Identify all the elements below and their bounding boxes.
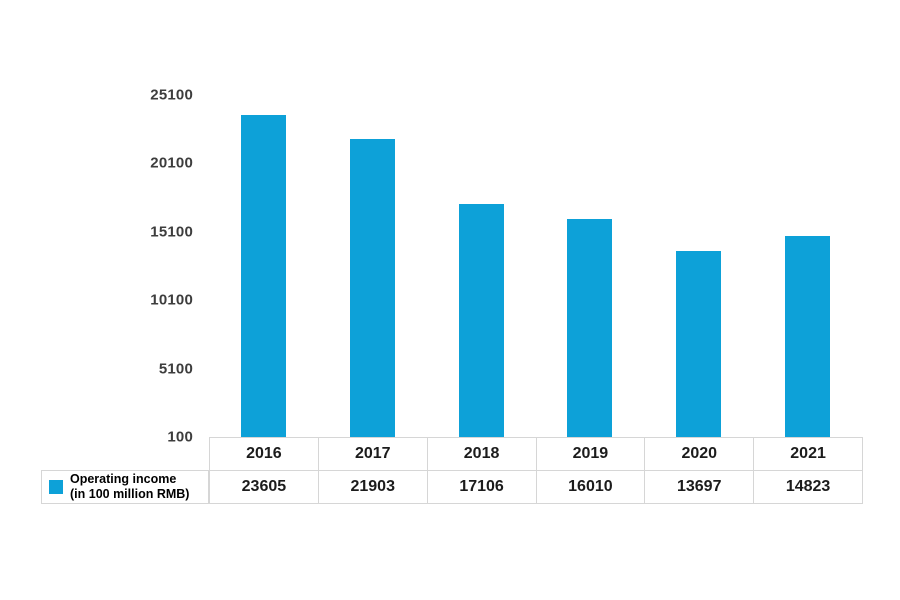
- bar-2016: [240, 115, 286, 437]
- legend: Operating income (in 100 million RMB): [41, 470, 209, 504]
- table-year-cell: 2019: [536, 438, 646, 471]
- table-value-cell: 14823: [754, 471, 863, 504]
- y-axis-tick-label: 10100: [150, 291, 193, 309]
- legend-label-line1: Operating income: [70, 472, 177, 487]
- bar-2021: [785, 235, 831, 437]
- y-axis-tick-label: 15100: [150, 223, 193, 241]
- y-axis-tick-label: 100: [167, 428, 193, 446]
- legend-marker-icon: [49, 480, 63, 494]
- table-value-cell: 13697: [645, 471, 755, 504]
- legend-label: Operating income (in 100 million RMB): [70, 472, 189, 502]
- data-table: 2016 2017 2018 2019 2020 2021 23605 21903 17106 1…: [209, 437, 863, 504]
- y-axis-tick-label: 5100: [158, 360, 193, 378]
- table-year-cell: 2018: [427, 438, 537, 471]
- table-year-cell: 2016: [210, 438, 319, 471]
- table-year-cell: 2017: [318, 438, 428, 471]
- table-year-cell: 2021: [754, 438, 863, 471]
- bar-2018: [458, 204, 504, 437]
- bar-2017: [349, 138, 395, 437]
- bar-2020: [676, 250, 722, 437]
- table-value-cell: 16010: [536, 471, 646, 504]
- table-value-cell: 23605: [210, 471, 319, 504]
- table-value-cell: 17106: [427, 471, 537, 504]
- bar-2019: [567, 219, 613, 437]
- legend-label-line2: (in 100 million RMB): [70, 487, 190, 501]
- y-axis-tick-label: 25100: [150, 86, 193, 104]
- table-year-cell: 2020: [645, 438, 755, 471]
- y-axis-tick-label: 20100: [150, 154, 193, 172]
- table-value-cell: 21903: [318, 471, 428, 504]
